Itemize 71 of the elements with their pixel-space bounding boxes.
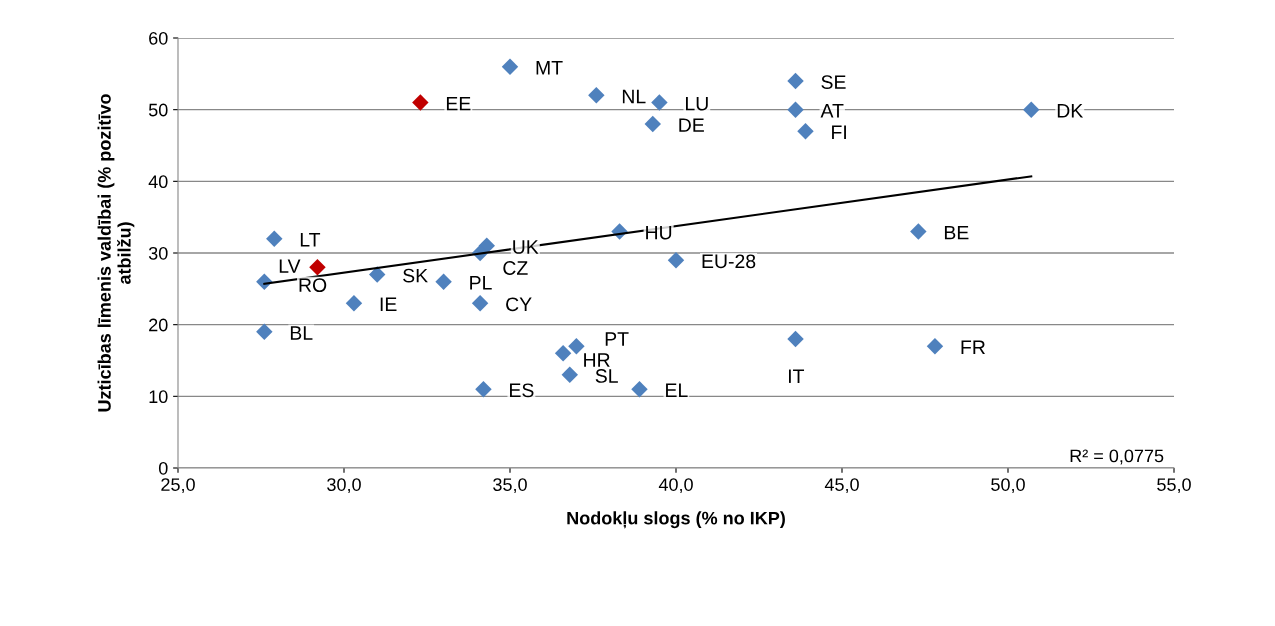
annotation: SL (595, 369, 618, 383)
point (910, 223, 927, 240)
point (797, 122, 814, 140)
annotation: EL (666, 383, 688, 397)
x-tick-label: 45,0 (824, 478, 859, 494)
annotation: UK (513, 240, 539, 254)
y-tick-label: 10 (149, 390, 168, 404)
point (475, 380, 492, 398)
annotation: R² = 0,0775 (1070, 449, 1164, 465)
annotation: MT (536, 61, 563, 75)
y-tick-label: 20 (149, 318, 168, 332)
annotation: AT (820, 104, 844, 118)
annotation: HR (584, 353, 610, 367)
x-axis-title: Nodokļu slogs (% no IKP) (567, 511, 785, 529)
annotation: RO (299, 278, 327, 292)
annotation: FR (961, 340, 985, 354)
annotation: ES (510, 383, 534, 398)
annotation: BL (290, 326, 313, 340)
point (266, 230, 283, 247)
annotation: BE (944, 225, 969, 240)
annotation: IT (788, 369, 805, 383)
annotation: NL (622, 89, 646, 104)
point (588, 87, 605, 104)
annotation: DK (1057, 104, 1084, 118)
point (1023, 101, 1040, 118)
y-tick-label: 0 (158, 461, 168, 475)
point (651, 94, 668, 111)
x-tick-label: 30,0 (327, 478, 361, 494)
point (412, 94, 429, 111)
y-tick-label: 50 (148, 103, 168, 117)
annotation: IE (380, 297, 397, 311)
point (926, 337, 944, 355)
annotation: EE (446, 96, 471, 111)
point (787, 72, 804, 90)
point (471, 294, 489, 312)
point (568, 337, 585, 355)
y-tick-label: 60 (149, 31, 168, 45)
annotation: FI (832, 125, 846, 139)
y-tick-label: 30 (148, 246, 168, 260)
x-tick-label: 40,0 (658, 478, 693, 494)
point (435, 273, 452, 290)
annotation: DE (679, 118, 704, 132)
point (345, 294, 363, 312)
point (256, 323, 273, 341)
point (309, 259, 326, 276)
annotation: LU (686, 96, 708, 111)
annotation: SE (821, 75, 846, 89)
point (644, 115, 661, 133)
annotation: CZ (503, 261, 528, 275)
x-tick-label: 35,0 (493, 478, 527, 494)
x-tick-label: 55,0 (1157, 478, 1191, 494)
annotation: LV (279, 259, 301, 273)
point (561, 366, 578, 384)
y-tick-label: 40 (148, 175, 168, 189)
annotation: HU (646, 225, 672, 240)
annotation: CY (506, 297, 532, 312)
point (368, 266, 386, 283)
x-tick-label: 50,0 (991, 478, 1025, 494)
point (787, 101, 804, 118)
annotation: PT (605, 332, 629, 346)
annotation: SK (403, 268, 428, 283)
point (501, 58, 519, 75)
point (667, 251, 685, 269)
point (554, 345, 572, 362)
annotation: PL (470, 276, 492, 290)
annotation: EU-28 (702, 254, 756, 269)
x-tick-label: 25,0 (161, 478, 195, 494)
y-axis-title: Uzticības līmenis valdībai (% pozitīvo atbilžu) (97, 94, 135, 412)
point (787, 330, 804, 348)
point (631, 380, 648, 398)
annotation: LT (300, 233, 321, 247)
